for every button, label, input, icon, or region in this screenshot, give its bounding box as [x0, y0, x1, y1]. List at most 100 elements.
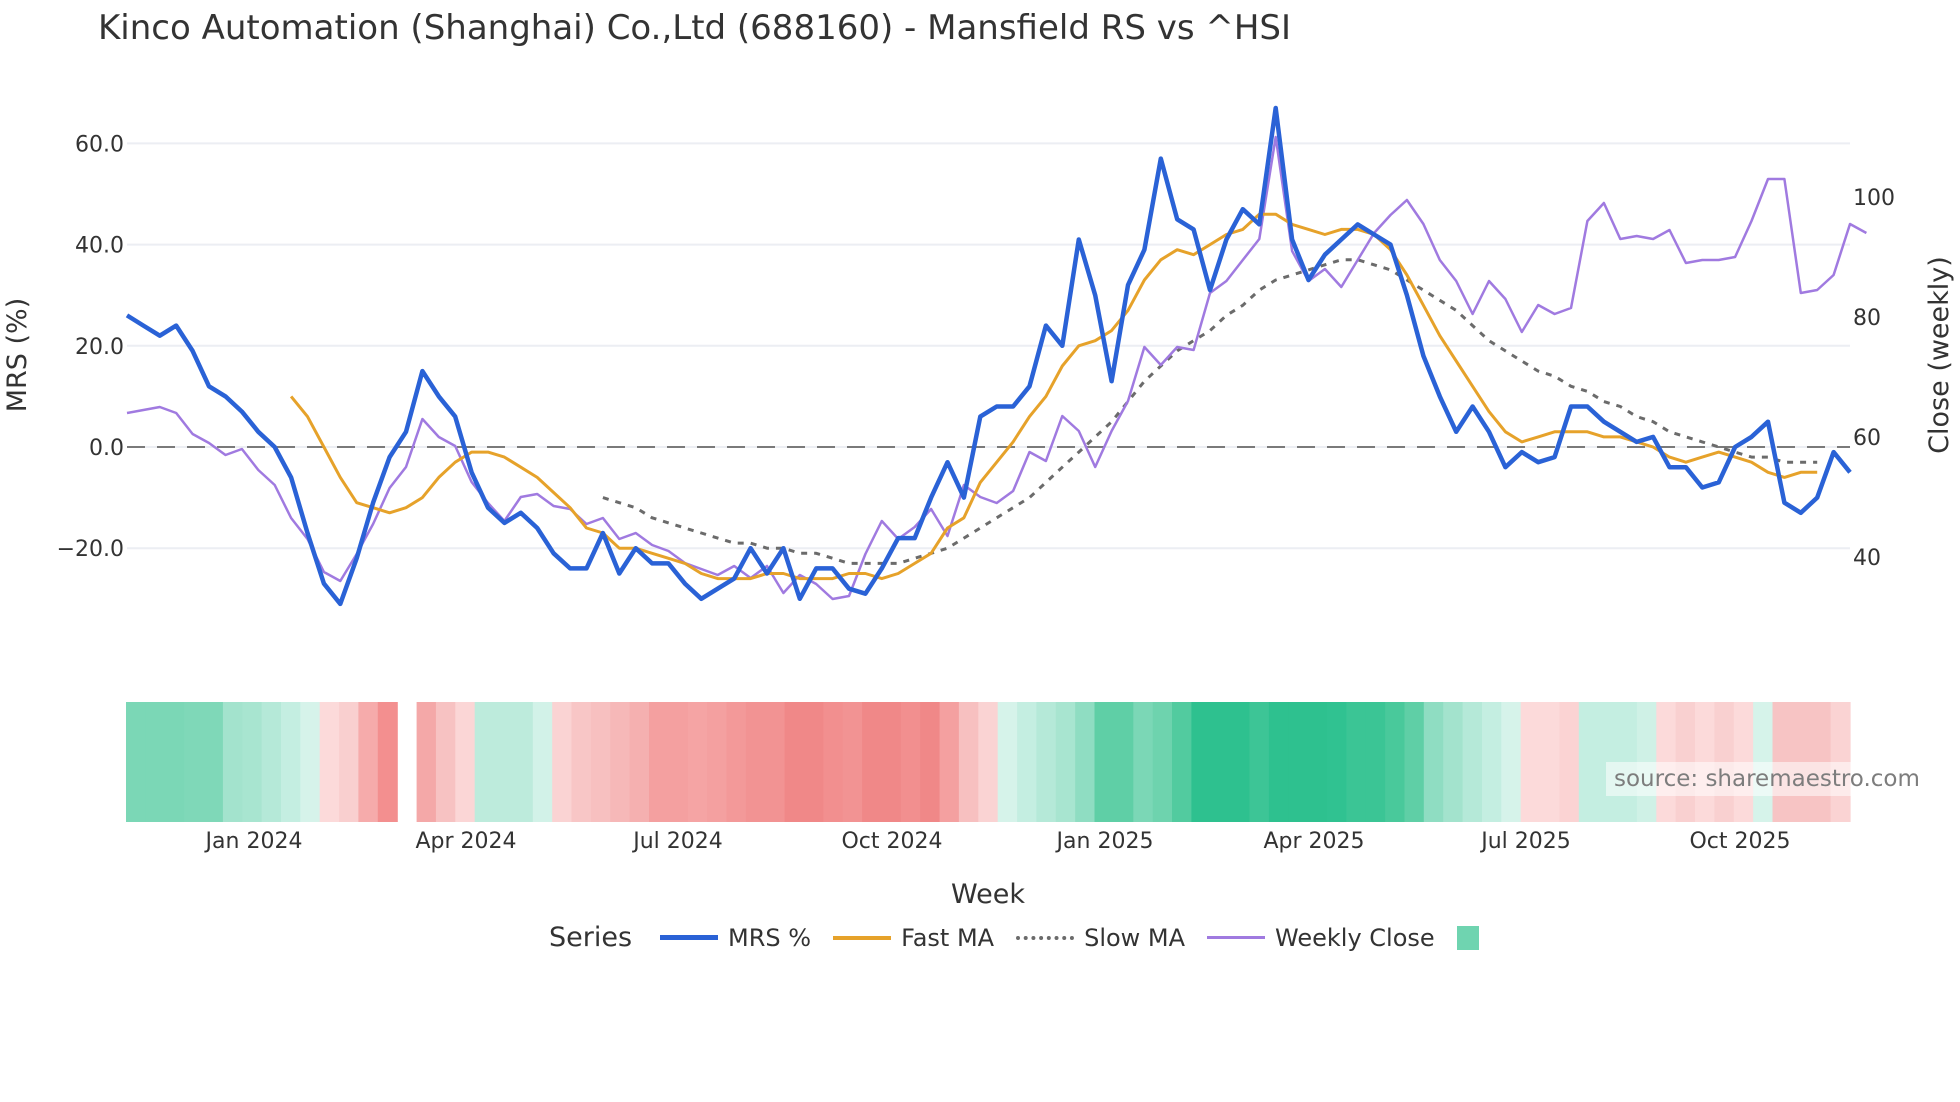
heatmap-cell [668, 702, 689, 822]
heatmap-cell [358, 702, 379, 822]
heatmap-cell [319, 702, 340, 822]
heatmap-cell [1075, 702, 1096, 822]
y2-axis-title: Close (weekly) [1924, 256, 1955, 454]
heatmap-cell [532, 702, 553, 822]
heatmap-cell [1017, 702, 1038, 822]
gridlines [127, 142, 1850, 550]
heatmap-cell [513, 702, 534, 822]
weekly-close-line [126, 135, 1868, 601]
fast-ma-line [289, 212, 1818, 581]
fast-ma-line-swatch-icon [833, 935, 892, 940]
regime-color-box-icon [1456, 925, 1479, 950]
series-lines [125, 105, 1868, 607]
heatmap-cell [1210, 702, 1231, 822]
heatmap-cell [126, 702, 146, 822]
heatmap-cell [745, 702, 766, 822]
legend-item-weekly-close[interactable]: Weekly Close [1207, 924, 1435, 952]
heatmap-cell [1404, 702, 1425, 822]
x-tick-label: Oct 2025 [1689, 829, 1790, 854]
heatmap-cell [1172, 702, 1192, 822]
heatmap-cell [842, 702, 863, 822]
x-tick-label: Apr 2025 [1263, 829, 1364, 854]
x-tick-label: Apr 2024 [415, 829, 516, 854]
slow-ma-line-swatch-icon [1016, 935, 1075, 940]
heatmap-cell [1385, 702, 1406, 822]
y2-tick-label: 60 [1853, 426, 1881, 451]
heatmap-cell [164, 702, 185, 822]
heatmap-cell [1482, 702, 1502, 822]
heatmap-cell [1327, 702, 1347, 822]
heatmap-cell [455, 702, 476, 822]
y2-tick-label: 100 [1853, 186, 1895, 211]
heatmap-cell [203, 702, 224, 822]
heatmap-cell [1133, 702, 1154, 822]
heatmap-cell [339, 702, 360, 822]
heatmap-cell [494, 702, 514, 822]
mrs-regime-heatmap [126, 702, 1851, 822]
heatmap-cell [1191, 702, 1212, 822]
heatmap-cell [765, 702, 786, 822]
heatmap-cell [552, 702, 573, 822]
mrs-line [125, 105, 1852, 607]
heatmap-cell [590, 702, 611, 822]
heatmap-cell [1036, 702, 1057, 822]
heatmap-cell [416, 702, 437, 822]
heatmap-cell [1423, 702, 1444, 822]
legend-item-fast-ma[interactable]: Fast MA [833, 924, 994, 952]
heatmap-cell [1578, 702, 1599, 822]
heatmap-cell [823, 702, 844, 822]
y-tick-label: 0.0 [89, 436, 124, 461]
heatmap-cell [707, 702, 728, 822]
legend: Series MRS % Fast MA Slow MA Weekly Clos… [549, 922, 1501, 953]
heatmap-cell [435, 702, 456, 822]
legend-item-mrs[interactable]: MRS % [660, 924, 811, 952]
heatmap-cell [1113, 702, 1134, 822]
x-axis-ticks: Jan 2024 Apr 2024 Jul 2024 Oct 2024 Jan 2025… [204, 829, 1791, 854]
heatmap-cell [649, 702, 669, 822]
heatmap-cell [1346, 702, 1367, 822]
heatmap-cell [1462, 702, 1483, 822]
heatmap-cell [281, 702, 301, 822]
heatmap-cell [1559, 702, 1580, 822]
heatmap-cell [1443, 702, 1464, 822]
y-tick-label: 20.0 [75, 335, 124, 360]
heatmap-cell [1540, 702, 1561, 822]
legend-item-regime[interactable] [1456, 925, 1479, 950]
heatmap-cell [1230, 702, 1251, 822]
chart-title: Kinco Automation (Shanghai) Co.,Ltd (688… [98, 8, 1292, 48]
heatmap-cell [1288, 702, 1309, 822]
heatmap-cell [629, 702, 650, 822]
heatmap-cell [862, 702, 883, 822]
heatmap-cell [1055, 702, 1076, 822]
heatmap-cell [184, 702, 205, 822]
y-tick-label: 60.0 [75, 132, 124, 157]
y-axis-ticks: 60.0 40.0 20.0 0.0 −20.0 [57, 132, 124, 562]
heatmap-cell [881, 702, 902, 822]
y-tick-label: 40.0 [75, 234, 124, 259]
heatmap-cell [145, 702, 166, 822]
x-tick-label: Jan 2024 [204, 829, 303, 854]
heatmap-cell [222, 702, 243, 822]
slow-ma-line [602, 258, 1818, 565]
heatmap-cell [1268, 702, 1289, 822]
mrs-line-swatch-icon [660, 935, 719, 940]
heatmap-cell [1365, 702, 1386, 822]
heatmap-cell [1307, 702, 1328, 822]
heatmap-cell [1152, 702, 1173, 822]
y-tick-label: −20.0 [57, 537, 124, 562]
weekly-close-line-swatch-icon [1207, 936, 1266, 939]
heatmap-cell [958, 702, 979, 822]
x-tick-label: Jul 2025 [1479, 829, 1571, 854]
x-tick-label: Jan 2025 [1055, 829, 1154, 854]
heatmap-cell [687, 702, 708, 822]
heatmap-cell [1501, 702, 1522, 822]
y-axis-title: MRS (%) [2, 298, 33, 413]
heatmap-cell [300, 702, 321, 822]
legend-item-slow-ma[interactable]: Slow MA [1016, 924, 1185, 952]
heatmap-cell [261, 702, 282, 822]
heatmap-cell [900, 702, 921, 822]
heatmap-cell [784, 702, 805, 822]
y2-axis-ticks: 100 80 60 40 [1853, 186, 1895, 571]
heatmap-cell [571, 702, 592, 822]
